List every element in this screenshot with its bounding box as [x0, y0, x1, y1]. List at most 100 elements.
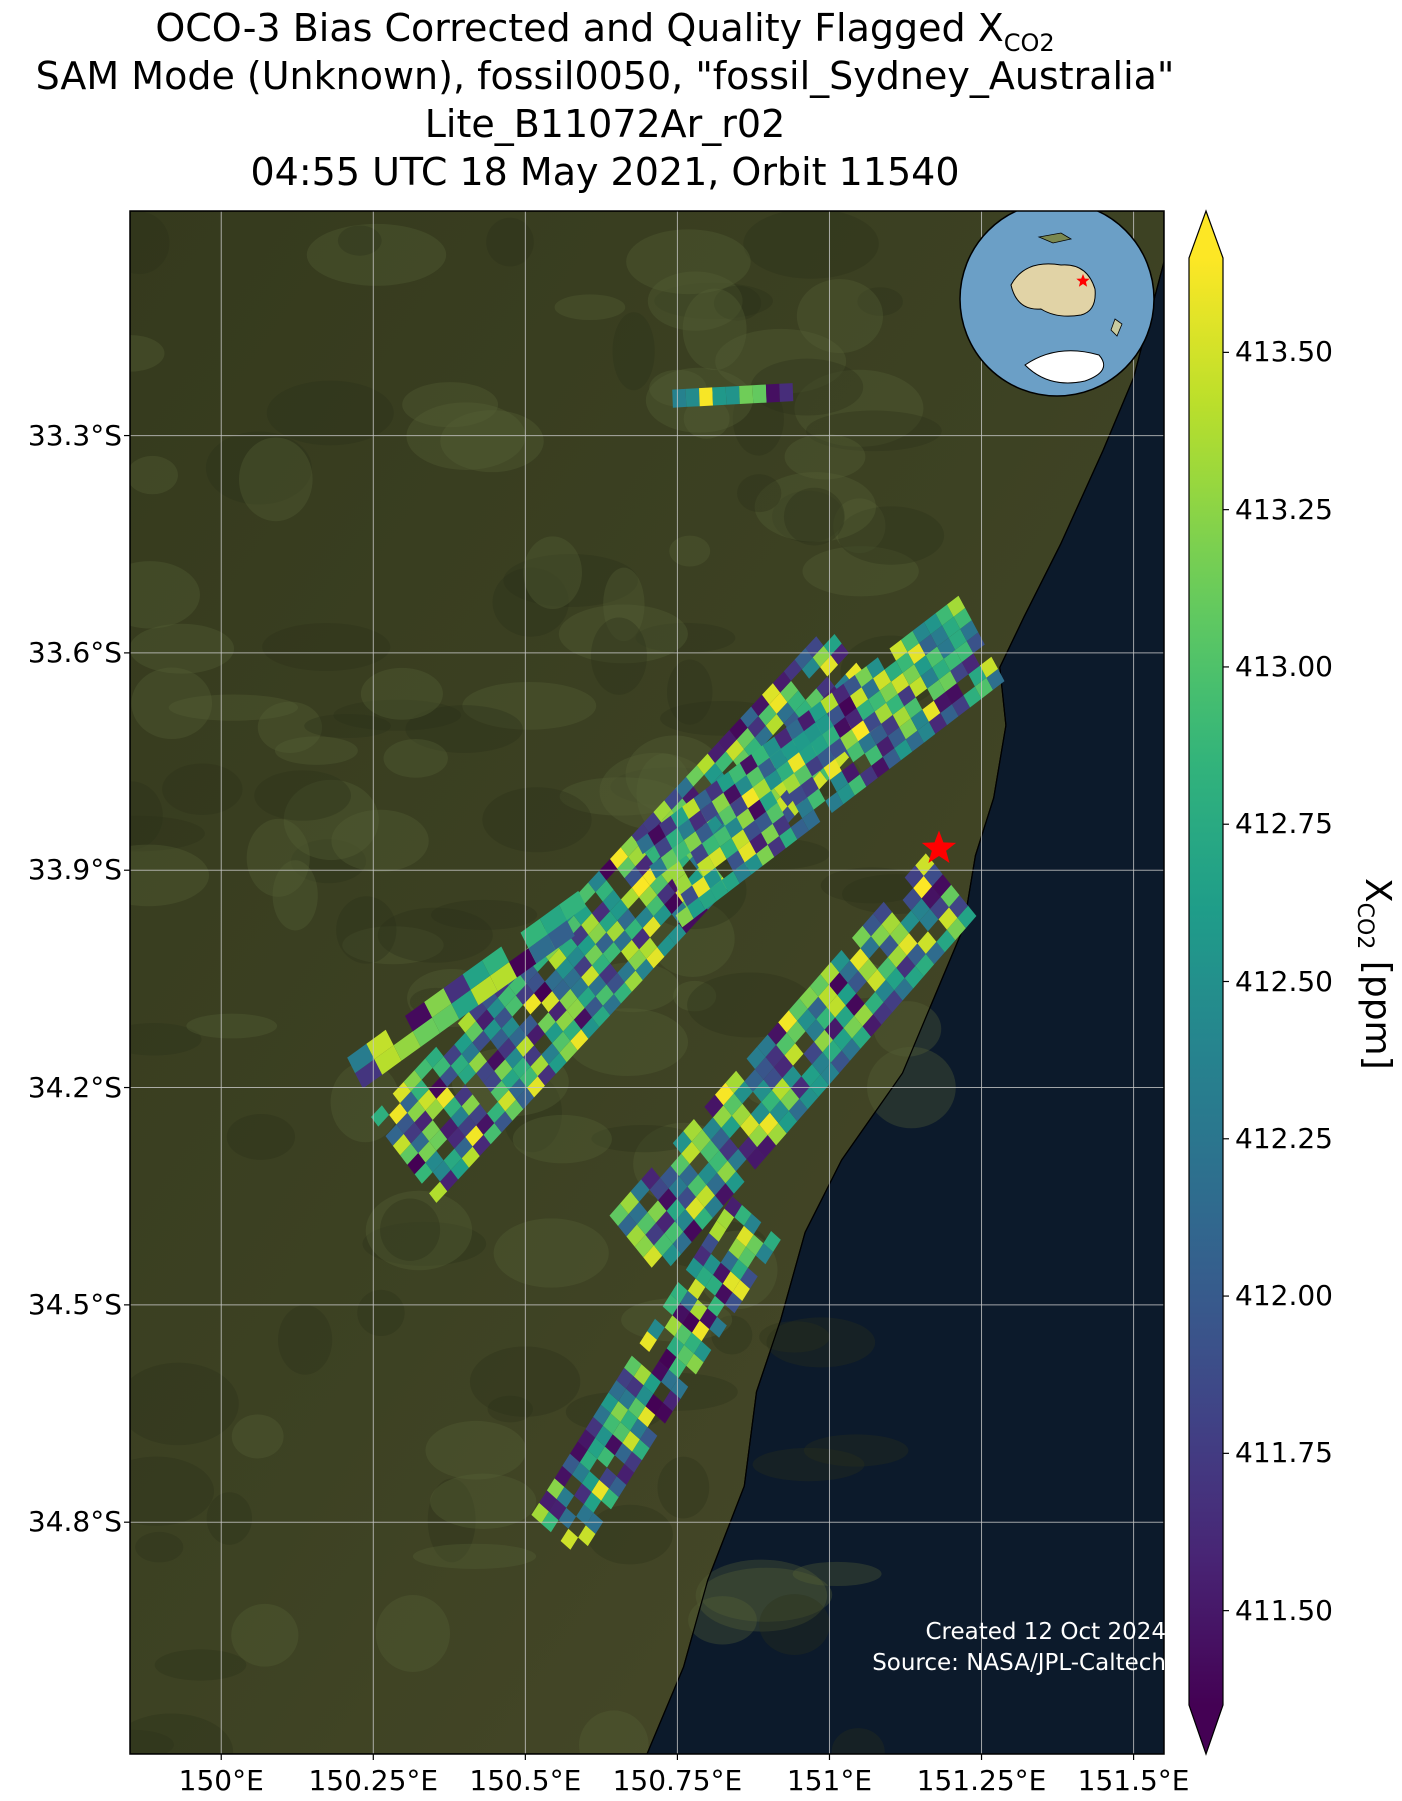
sounding-cell [639, 1331, 657, 1352]
terrain-patch [231, 1603, 299, 1667]
sounding-cell [639, 1427, 658, 1449]
terrain-patch [802, 546, 919, 597]
sounding-cell [738, 1136, 758, 1160]
sounding-cell [486, 997, 505, 1019]
sounding-cell [610, 847, 629, 869]
terrain-patch [579, 1710, 649, 1754]
sounding-cell [914, 655, 933, 677]
terrain-patch [383, 739, 448, 778]
sounding-cell [716, 771, 735, 793]
sounding-cell [559, 890, 587, 921]
sounding-cell [748, 1124, 768, 1148]
sounding-cell [476, 1113, 495, 1135]
sounding-cell [693, 789, 712, 811]
sounding-cell [512, 1057, 531, 1079]
sounding-cell [682, 1311, 700, 1333]
sounding-cell [682, 798, 701, 819]
sounding-cell [400, 1143, 419, 1165]
sounding-cell [837, 982, 857, 1006]
sounding-cell [904, 865, 924, 888]
sounding-cell [718, 804, 737, 826]
terrain-patch [154, 1649, 247, 1681]
colorbar-tick-label: 413.00 [1235, 649, 1333, 683]
sounding-cell [862, 1014, 882, 1037]
sounding-cell [559, 1040, 578, 1063]
sounding-cell [601, 1488, 619, 1510]
sounding-cell [838, 695, 857, 717]
sounding-cell [663, 1390, 681, 1412]
sounding-cell [788, 1098, 808, 1122]
sounding-cell [937, 637, 956, 659]
sounding-cell [723, 783, 742, 805]
terrain-patch [752, 1447, 865, 1482]
sounding-cell [649, 1177, 669, 1201]
terrain-patch [206, 1492, 252, 1545]
sounding-cell [688, 810, 707, 832]
sounding-cell [634, 1234, 654, 1258]
sounding-cell [539, 904, 567, 935]
sounding-cell [490, 1080, 509, 1102]
sounding-cell [508, 974, 527, 996]
sounding-cell [583, 1492, 602, 1513]
sounding-cell [674, 1209, 694, 1232]
sounding-cell [559, 988, 578, 1011]
sounding-cell [691, 1129, 711, 1152]
sounding-cell [687, 897, 706, 919]
sounding-cell [881, 714, 900, 736]
sounding-cell [497, 1090, 516, 1112]
sounding-cell [755, 1057, 774, 1080]
terrain-patch [337, 225, 382, 256]
sounding-cell [913, 875, 933, 899]
sounding-cell [505, 1099, 524, 1121]
sounding-cell [731, 1103, 751, 1127]
sounding-cell [520, 918, 548, 949]
sounding-cell [871, 924, 890, 947]
terrain-patch [591, 1125, 695, 1153]
sounding-cell [919, 634, 938, 656]
sounding-cell [696, 753, 715, 775]
sounding-cell [552, 979, 571, 1001]
sounding-cell [432, 1160, 451, 1182]
sounding-cell [548, 948, 567, 970]
sounding-cell [429, 1181, 448, 1203]
terrain-patch [487, 1395, 534, 1423]
sounding-cell [924, 613, 943, 635]
sounding-cell [902, 664, 921, 686]
sounding-cell [563, 1019, 582, 1041]
sounding-cell [440, 1169, 459, 1192]
sounding-cell [618, 1214, 637, 1237]
sounding-cell [897, 685, 916, 707]
sounding-cell [942, 616, 961, 638]
terrain-patch [226, 1114, 296, 1160]
sounding-cell [450, 1054, 469, 1076]
sounding-cell [778, 1010, 798, 1033]
sounding-cell [653, 904, 672, 926]
sounding-cell [822, 725, 841, 747]
terrain-patch [130, 561, 200, 629]
sounding-cell [709, 1316, 727, 1338]
sounding-cell [790, 818, 809, 840]
sounding-cell [628, 949, 647, 971]
sounding-cell [685, 1197, 705, 1220]
sounding-cell [779, 827, 798, 849]
sounding-cell [403, 1122, 422, 1144]
sounding-cell [727, 1148, 747, 1172]
sounding-cell [617, 908, 636, 931]
sounding-cell [761, 1090, 781, 1113]
sounding-cell [801, 1064, 821, 1087]
sounding-cell [827, 704, 845, 726]
sounding-cell [830, 643, 849, 665]
sounding-cell [693, 1245, 711, 1267]
sounding-cell [647, 824, 666, 846]
sounding-cell [613, 982, 632, 1004]
target-star-marker [921, 830, 957, 863]
sounding-cell [803, 1041, 823, 1065]
terrain-patch [283, 779, 379, 861]
sounding-cell [733, 1081, 753, 1104]
sounding-cell [845, 708, 864, 730]
sounding-cell [767, 836, 786, 857]
colorbar-tick-label: 412.75 [1235, 807, 1333, 841]
sounding-cell [497, 985, 516, 1008]
terrain-patch [168, 694, 299, 721]
sounding-cell [947, 595, 966, 617]
